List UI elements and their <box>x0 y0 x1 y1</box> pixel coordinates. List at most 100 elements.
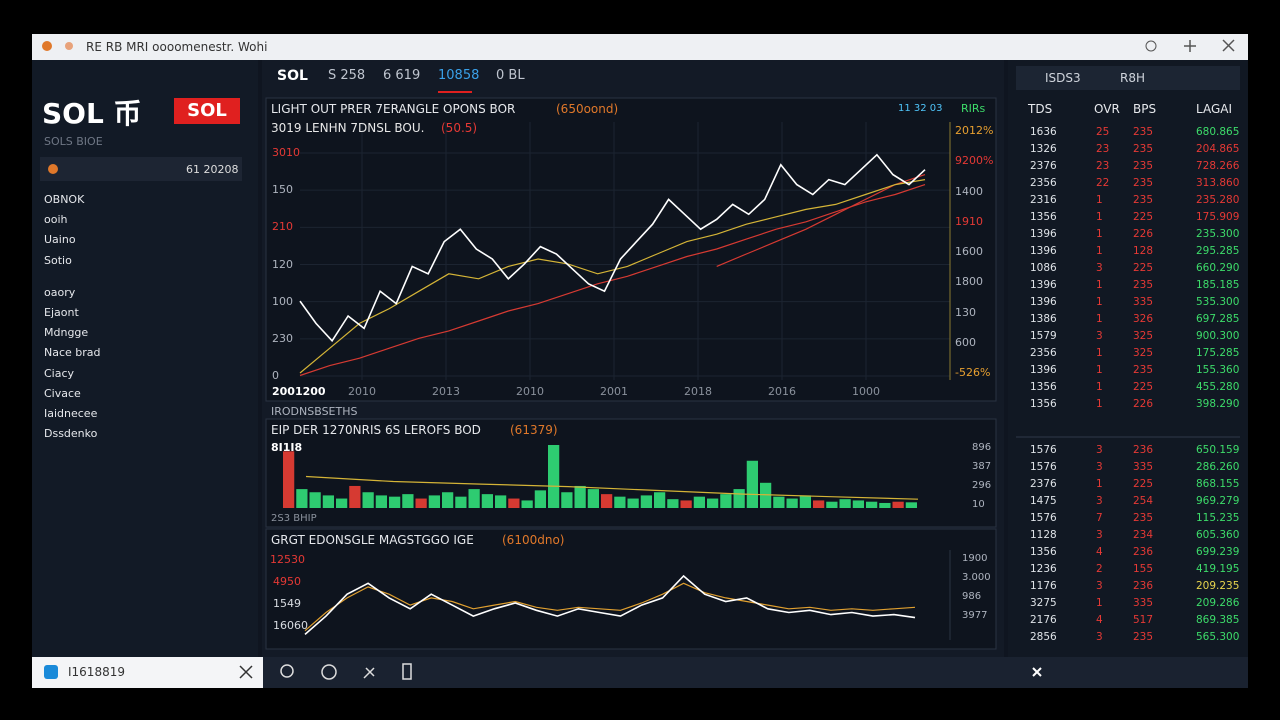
search-box[interactable] <box>32 657 263 688</box>
orderbook-cell: 900.300 <box>1196 330 1240 342</box>
chart-title: GRGT EDONSGLE MAGSTGGO IGE <box>271 533 474 547</box>
minimize-icon[interactable] <box>1145 40 1157 52</box>
y2-tick-label: 9200% <box>955 154 994 168</box>
x-tick-label: 2010 <box>516 385 544 398</box>
y-tick-label: 296 <box>972 480 992 491</box>
tab: SOL <box>277 68 308 84</box>
volume-bar <box>508 498 520 508</box>
orderbook-cell: 699.239 <box>1196 546 1240 558</box>
orderbook-cell: 3 <box>1096 529 1103 541</box>
close-panel-icon[interactable] <box>1032 667 1042 677</box>
y2-tick-label: 2012% <box>955 124 994 137</box>
badge: SOL <box>174 98 240 124</box>
orderbook-cell: 2856 <box>1030 631 1057 643</box>
x-tick-label: 2010 <box>348 385 376 398</box>
orderbook-cell: 22 <box>1096 177 1110 189</box>
orderbook-cell: 1 <box>1096 597 1103 609</box>
globe-icon[interactable] <box>321 664 337 680</box>
orderbook-cell: 1 <box>1096 478 1103 490</box>
user-icon[interactable] <box>280 664 294 678</box>
orderbook-cell: 1386 <box>1030 313 1057 325</box>
input-field[interactable] <box>40 157 242 181</box>
series-line <box>716 174 926 267</box>
x-tick-label: 2016 <box>768 385 796 398</box>
y2-tick-label: 1400 <box>955 184 983 198</box>
orderbook-cell: 1128 <box>1030 529 1057 541</box>
orderbook-cell: 236 <box>1133 580 1154 592</box>
volume-bar <box>534 490 546 508</box>
clear-icon[interactable] <box>239 665 253 679</box>
volume-bar <box>548 445 560 508</box>
orderbook-cell: 605.360 <box>1196 529 1240 541</box>
orderbook-cell: 235 <box>1133 631 1154 643</box>
orderbook-cell: 1356 <box>1030 381 1057 393</box>
orderbook-cell: 660.290 <box>1196 262 1240 274</box>
sidebar-subtitle: SOLS BIOE <box>44 135 103 148</box>
volume-bar <box>495 495 507 508</box>
orderbook-cell: 235 <box>1133 279 1154 291</box>
y-tick-label: 16060 <box>273 619 308 632</box>
orderbook-bg <box>1008 60 1248 657</box>
orderbook-cell: 235 <box>1133 194 1154 206</box>
add-icon[interactable] <box>1184 40 1196 52</box>
tool-icon[interactable] <box>363 667 375 679</box>
orderbook-cell: 398.290 <box>1196 398 1240 410</box>
volume-bar <box>852 500 864 508</box>
chart-title-note: (6100dno) <box>502 533 565 547</box>
y-tick-label: 100 <box>272 294 293 308</box>
file-icon[interactable] <box>402 663 412 680</box>
volume-bar <box>322 495 334 508</box>
column-header: TDS <box>1028 102 1053 116</box>
volume-bar <box>402 494 414 508</box>
orderbook-cell: 1 <box>1096 381 1103 393</box>
volume-panel <box>265 418 997 528</box>
chart-title: EIP DER 1270NRIS 6S LEROFS BOD <box>271 423 481 437</box>
orderbook-cell: 868.155 <box>1196 478 1240 490</box>
orderbook-cell: 185.185 <box>1196 279 1240 291</box>
orderbook-cell: 680.865 <box>1196 126 1240 138</box>
orderbook-cell: 419.195 <box>1196 563 1240 575</box>
y2-tick-label: 130 <box>955 305 976 319</box>
orderbook-cell: 226 <box>1133 228 1154 240</box>
volume-bar <box>561 492 573 508</box>
orderbook-cell: 25 <box>1096 126 1110 138</box>
orderbook-cell: 2356 <box>1030 177 1057 189</box>
column-header: OVR <box>1094 102 1120 116</box>
orderbook-cell: 1 <box>1096 313 1103 325</box>
y2-tick-label: 1910 <box>955 214 983 228</box>
volume-bar <box>773 496 785 508</box>
volume-bar <box>415 498 427 508</box>
orderbook-cell: 1 <box>1096 211 1103 223</box>
series-line <box>299 184 926 377</box>
orderbook-cell: 1 <box>1096 296 1103 308</box>
volume-bar <box>428 495 440 508</box>
y2-tick-label: 600 <box>955 335 976 349</box>
y2-tick-label: 1900 <box>962 553 988 564</box>
orderbook-cell: 155.360 <box>1196 364 1240 376</box>
volume-bar <box>283 451 295 508</box>
orderbook-cell: 286.260 <box>1196 461 1240 473</box>
orderbook-cell: 1396 <box>1030 296 1057 308</box>
orderbook-cell: 325 <box>1133 347 1154 359</box>
orderbook-cell: 1176 <box>1030 580 1057 592</box>
tab: 0 BL <box>496 68 525 83</box>
volume-bar <box>879 502 891 508</box>
volume-bar <box>601 494 613 508</box>
orderbook-cell: 7 <box>1096 512 1103 524</box>
tab: 6 619 <box>383 68 421 83</box>
orderbook-cell: 869.385 <box>1196 614 1240 626</box>
orderbook-cell: 335 <box>1133 461 1154 473</box>
menu-item: Iaidnecee <box>44 407 98 420</box>
orderbook-cell: 3 <box>1096 580 1103 592</box>
orderbook-cell: 1475 <box>1030 495 1057 507</box>
orderbook-cell: 3 <box>1096 444 1103 456</box>
volume-bar <box>296 489 308 508</box>
status-dot <box>48 164 58 174</box>
close-icon[interactable] <box>1222 39 1235 52</box>
orderbook-cell: 236 <box>1133 444 1154 456</box>
orderbook-cell: 1 <box>1096 194 1103 206</box>
orderbook-cell: 2376 <box>1030 160 1057 172</box>
corner-label: 8I1I8 <box>271 441 303 454</box>
